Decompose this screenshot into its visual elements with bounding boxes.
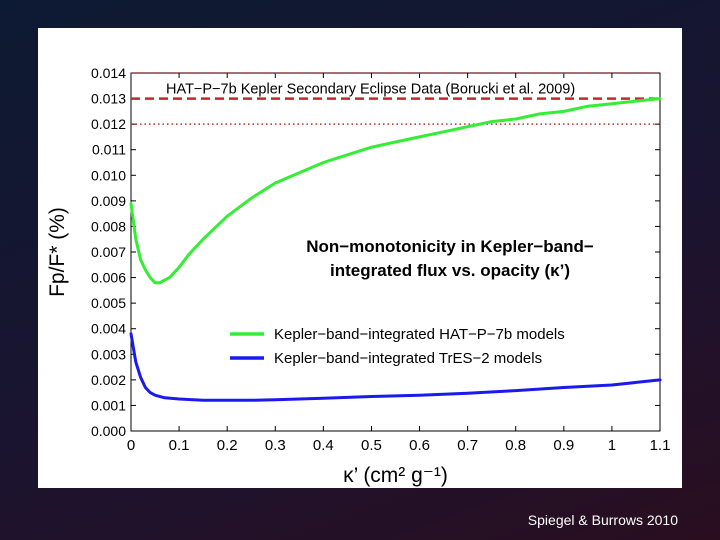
- x-tick-label: 1: [608, 437, 616, 454]
- x-tick-label: 0.3: [265, 437, 286, 454]
- x-tick-label: 0.1: [169, 437, 190, 454]
- series-line-1: [129, 97, 662, 285]
- y-tick-label: 0.001: [91, 397, 126, 413]
- legend-label-1: Kepler−band−integrated HAT−P−7b models: [274, 326, 565, 343]
- annotation-line-1: Non−monotonicity in Kepler−band−: [306, 237, 594, 256]
- x-tick-label: 0.5: [361, 437, 382, 454]
- y-tick-label: 0.007: [91, 244, 126, 260]
- y-tick-label: 0.014: [91, 65, 126, 81]
- annotation-line-2: integrated flux vs. opacity (κ’): [330, 261, 570, 280]
- x-tick-label: 0.7: [457, 437, 478, 454]
- y-tick-label: 0.010: [91, 167, 126, 183]
- x-axis-label: κ’ (cm² g⁻¹): [343, 464, 448, 487]
- y-tick-label: 0.012: [91, 116, 126, 132]
- line-chart: 0 0.1 0.2 0.3 0.4 0.5 0.6 0.7 0.8 0.9 1 1.1 0.000 0.0…: [46, 65, 671, 487]
- y-tick-label: 0.004: [91, 321, 126, 337]
- y-tick-label: 0.011: [92, 142, 126, 158]
- y-tick-label: 0.008: [91, 218, 126, 234]
- x-tick-label: 1.1: [650, 437, 671, 454]
- x-tick-label: 0.4: [313, 437, 334, 454]
- x-tick-label: 0.2: [217, 437, 238, 454]
- x-tick-label: 0: [127, 437, 135, 454]
- y-tick-label: 0.005: [91, 295, 126, 311]
- y-tick-label: 0.000: [91, 423, 126, 439]
- reference-label: HAT−P−7b Kepler Secondary Eclipse Data (…: [166, 82, 575, 98]
- y-tick-label: 0.006: [91, 270, 126, 286]
- y-tick-label: 0.002: [91, 372, 126, 388]
- series-line-2: [129, 332, 662, 402]
- x-tick-label: 0.8: [505, 437, 526, 454]
- x-tick-label: 0.9: [553, 437, 574, 454]
- y-axis-label: Fp/F* (%): [46, 207, 69, 297]
- chart-panel: 0 0.1 0.2 0.3 0.4 0.5 0.6 0.7 0.8 0.9 1 1.1 0.000 0.0…: [38, 28, 682, 488]
- x-tick-label: 0.6: [409, 437, 430, 454]
- y-tick-label: 0.013: [91, 91, 126, 107]
- legend-label-2: Kepler−band−integrated TrES−2 models: [274, 350, 542, 367]
- y-tick-label: 0.003: [91, 346, 126, 362]
- y-tick-label: 0.009: [91, 193, 126, 209]
- credit-text: Spiegel & Burrows 2010: [527, 512, 678, 528]
